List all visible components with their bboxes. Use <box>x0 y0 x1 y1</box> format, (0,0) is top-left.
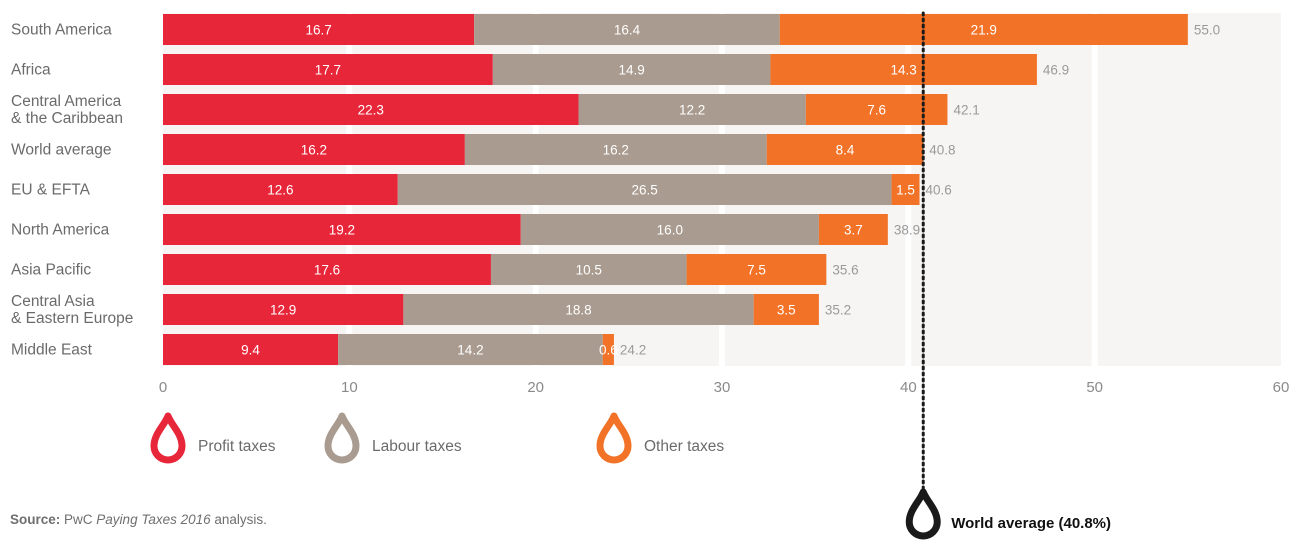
segment-value-label: 1.5 <box>896 183 915 198</box>
source-text: PwC Paying Taxes 2016 analysis. <box>64 512 267 527</box>
category-label: & the Caribbean <box>11 110 123 127</box>
category-label: South America <box>11 22 112 39</box>
segment-value-label: 10.5 <box>576 263 602 278</box>
segment-value-label: 7.6 <box>867 103 886 118</box>
segment-value-label: 26.5 <box>632 183 658 198</box>
total-value-label: 35.6 <box>832 263 858 278</box>
bar-segment <box>163 214 521 245</box>
x-tick-label: 50 <box>1086 379 1103 396</box>
bar-segment <box>163 134 465 165</box>
segment-value-label: 19.2 <box>329 223 355 238</box>
total-value-label: 24.2 <box>620 343 646 358</box>
segment-value-label: 14.9 <box>618 63 644 78</box>
bar-segment <box>163 254 491 285</box>
bar-segment <box>770 54 1037 85</box>
bar-segment <box>397 174 892 205</box>
source-title: Paying Taxes 2016 <box>96 512 211 527</box>
segment-value-label: 16.0 <box>657 223 683 238</box>
category-label: EU & EFTA <box>11 182 91 199</box>
bar-segment <box>779 14 1188 45</box>
x-tick-label: 40 <box>900 379 917 396</box>
legend-marker-icon <box>324 412 360 464</box>
gridline <box>1091 13 1098 366</box>
segment-value-label: 16.7 <box>305 23 331 38</box>
segment-value-label: 3.7 <box>844 223 863 238</box>
bar-segment <box>492 54 771 85</box>
total-value-label: 35.2 <box>825 303 851 318</box>
segment-value-label: 22.3 <box>358 103 384 118</box>
bar-segment <box>163 14 475 45</box>
bar-segment <box>686 254 827 285</box>
total-value-label: 46.9 <box>1043 63 1069 78</box>
segment-value-label: 12.6 <box>267 183 293 198</box>
total-value-label: 55.0 <box>1194 23 1220 38</box>
x-tick-label: 20 <box>527 379 544 396</box>
total-value-label: 40.6 <box>926 183 952 198</box>
bar-segment <box>403 294 754 325</box>
category-label: Central Asia <box>11 293 95 310</box>
segment-value-label: 0.6 <box>599 343 618 358</box>
segment-value-label: 3.5 <box>777 303 796 318</box>
reference-marker-icon <box>905 488 941 540</box>
bar-segment <box>163 174 398 205</box>
segment-value-label: 17.7 <box>315 63 341 78</box>
x-tick-label: 60 <box>1273 379 1290 396</box>
bar-segment <box>474 14 780 45</box>
segment-value-label: 21.9 <box>971 23 997 38</box>
category-label: Asia Pacific <box>11 262 91 279</box>
segment-value-label: 8.4 <box>836 143 855 158</box>
segment-value-label: 14.2 <box>457 343 483 358</box>
x-tick-label: 30 <box>714 379 731 396</box>
category-label: Africa <box>11 62 51 79</box>
category-label: North America <box>11 222 110 239</box>
legend-label: Other taxes <box>644 438 724 455</box>
segment-value-label: 16.4 <box>614 23 641 38</box>
bar-segment <box>818 214 888 245</box>
source-label: Source: <box>10 512 61 527</box>
bar-segment <box>490 254 687 285</box>
bar-segment <box>891 174 920 205</box>
category-label: Middle East <box>11 342 93 359</box>
segment-value-label: 12.2 <box>679 103 705 118</box>
x-tick-label: 10 <box>341 379 358 396</box>
segment-value-label: 9.4 <box>241 343 260 358</box>
bar-segment <box>753 294 819 325</box>
legend-marker-icon <box>596 412 632 464</box>
total-value-label: 40.8 <box>929 143 955 158</box>
segment-value-label: 18.8 <box>565 303 591 318</box>
bar-segment <box>338 334 603 365</box>
bar-segment <box>520 214 819 245</box>
bar-segment <box>163 294 404 325</box>
reference-label: World average (40.8%) <box>951 515 1111 532</box>
source-note: Source: PwC Paying Taxes 2016 analysis. <box>10 512 267 527</box>
bar-segment <box>464 134 767 165</box>
legend-label: Labour taxes <box>372 438 462 455</box>
bar-segment <box>163 54 493 85</box>
category-label: Central America <box>11 93 122 110</box>
segment-value-label: 16.2 <box>603 143 629 158</box>
segment-value-label: 7.5 <box>747 263 766 278</box>
x-tick-label: 0 <box>159 379 167 396</box>
total-value-label: 42.1 <box>953 103 979 118</box>
bar-segment <box>766 134 924 165</box>
bar-segment <box>163 334 339 365</box>
bar-segment <box>578 94 806 125</box>
category-label: World average <box>11 142 112 159</box>
segment-value-label: 14.3 <box>891 63 917 78</box>
segment-value-label: 17.6 <box>314 263 340 278</box>
legend-marker-icon <box>150 412 186 464</box>
total-value-label: 38.9 <box>894 223 920 238</box>
category-label: & Eastern Europe <box>11 310 133 327</box>
segment-value-label: 16.2 <box>301 143 327 158</box>
bar-segment <box>602 334 614 365</box>
legend-label: Profit taxes <box>198 438 276 455</box>
segment-value-label: 12.9 <box>270 303 296 318</box>
bar-segment <box>163 94 579 125</box>
